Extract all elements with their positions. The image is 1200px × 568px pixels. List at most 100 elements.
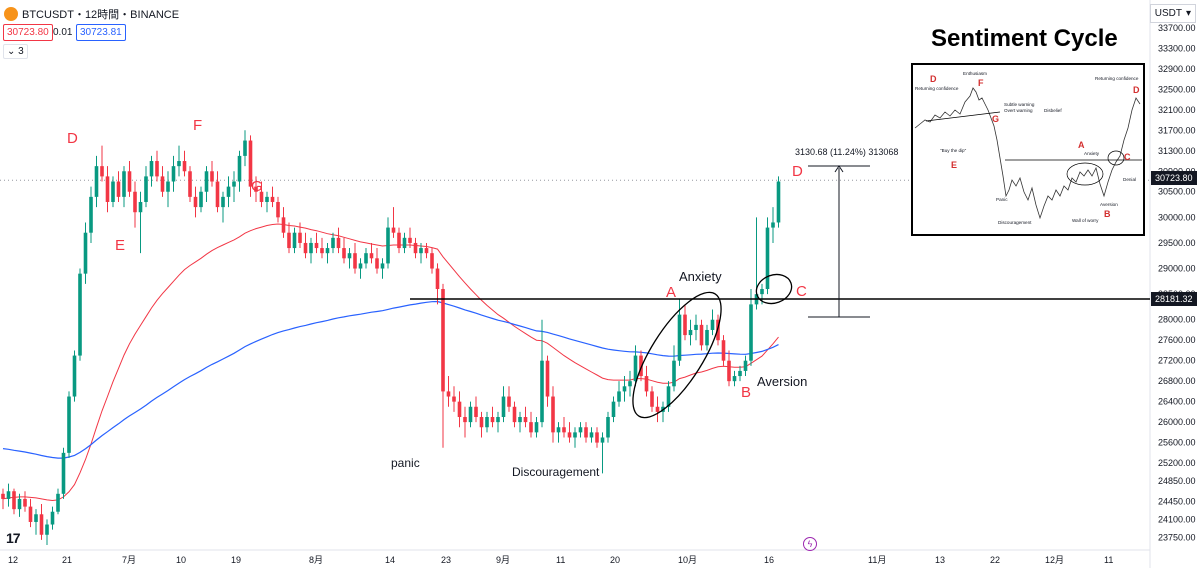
time-tick-label: 19 [231, 555, 241, 565]
candle-body [589, 432, 594, 438]
price-tick-label: 28000.00 [1158, 315, 1196, 325]
lightning-icon[interactable]: ϟ [803, 537, 817, 551]
candle-body [468, 406, 473, 423]
label-f: F [193, 117, 202, 134]
inset-panic: Panic [996, 197, 1008, 202]
candle-body [397, 232, 401, 249]
inset-buy: "Buy the dip" [940, 148, 967, 153]
currency-selector[interactable]: USDT ▾ [1149, 4, 1196, 23]
candle-body [474, 406, 478, 418]
candle-body [408, 237, 412, 243]
price-tick-label: 32100.00 [1158, 105, 1196, 115]
candle-body [232, 181, 236, 187]
candle-body [721, 340, 726, 361]
inset-aversion: Aversion [1100, 202, 1118, 207]
time-tick-label: 11 [556, 555, 565, 565]
inset-g: G [992, 114, 999, 124]
candle-body [160, 176, 165, 192]
candle-body [738, 370, 742, 377]
candle-body [287, 232, 291, 249]
candle-body [100, 166, 104, 177]
anxiety-ellipse [632, 291, 722, 419]
time-tick-label: 12月 [1045, 555, 1064, 565]
indicators-toggle[interactable]: ⌄ 3 [3, 44, 28, 59]
price-tick-label: 25200.00 [1158, 458, 1196, 468]
candle-body [188, 171, 192, 197]
inset-frame [911, 63, 1145, 236]
chevron-down-icon: ▾ [1185, 8, 1191, 19]
label-d1: D [67, 130, 78, 147]
candle-body [644, 376, 649, 392]
current-price-bg [1151, 171, 1197, 185]
candle-body [320, 248, 324, 254]
candle-body [743, 360, 748, 371]
price-tick-label: 32500.00 [1158, 84, 1196, 94]
candle-body [375, 258, 379, 269]
price-tick-label: 25600.00 [1158, 438, 1196, 448]
candle-body [435, 268, 440, 290]
candle-body [78, 273, 82, 356]
candle-body [364, 253, 368, 264]
time-axis-ticks: 12 21 7月 10 19 8月 14 23 9月 11 20 10月 16 11月 13 22 12月 11 [8, 555, 1113, 565]
c-ellipse [755, 273, 793, 305]
inset-title: Sentiment Cycle [931, 25, 1118, 52]
inset-d1: D [930, 74, 937, 84]
inset-trend-line [925, 111, 1001, 122]
candle-body [133, 191, 137, 213]
inset-b: B [1104, 209, 1111, 219]
candle-body [529, 422, 533, 433]
candle-body [749, 304, 753, 361]
candle-body [259, 191, 264, 202]
candle-body [760, 289, 764, 295]
price-tick-label: 24450.00 [1158, 496, 1196, 506]
candle-body [83, 232, 88, 274]
tradingview-logo-icon[interactable]: 17 [6, 530, 21, 546]
candle-body [309, 242, 313, 254]
inset-disbelief: Disbelief [1044, 108, 1062, 113]
price-tick-label: 27200.00 [1158, 356, 1196, 366]
candle-body [578, 427, 583, 433]
candle-body [402, 237, 407, 249]
candle-body [446, 391, 451, 397]
candle-body [457, 401, 462, 418]
candle-body [628, 381, 632, 387]
candle-body [17, 498, 22, 510]
measure-arrowhead [834, 165, 844, 173]
candle-body [342, 248, 346, 259]
candle-body [155, 161, 159, 177]
sell-price-button[interactable]: 30723.80 [3, 24, 53, 41]
candle-body [1, 493, 5, 499]
inset-discouragement: Discouragement [998, 220, 1032, 225]
candle-body [496, 417, 500, 423]
candle-body [617, 391, 621, 402]
candle-body [391, 227, 396, 233]
time-tick-label: 16 [764, 555, 774, 565]
candle-body [166, 181, 170, 192]
candle-body [265, 196, 269, 202]
inset-a: A [1078, 140, 1085, 150]
candle-body [314, 242, 319, 249]
symbol-header[interactable]: BTCUSDT・12時間・BINANCE [4, 6, 179, 22]
candle-body [430, 253, 434, 269]
candle-body [732, 376, 737, 382]
candle-body [688, 329, 693, 336]
label-d2: D [792, 163, 803, 180]
inset-overt: Overt warning [1004, 108, 1033, 113]
time-tick-label: 7月 [122, 555, 136, 565]
candle-body [303, 242, 308, 254]
current-price-text: 30723.80 [1155, 173, 1193, 183]
candle-body [567, 432, 572, 438]
ema-short-line [2, 223, 779, 502]
cycle-letters: D F G E A C D B [67, 117, 807, 401]
inset-anxiety: Anxiety [1084, 151, 1100, 156]
candle-body [540, 360, 544, 423]
time-tick-label: 8月 [309, 555, 323, 565]
label-panic: panic [391, 456, 420, 470]
sentiment-labels: Anxiety Aversion panic Discouragement [391, 269, 807, 479]
candle-body [556, 427, 561, 433]
buy-price-button[interactable]: 30723.81 [76, 24, 126, 41]
price-tick-label: 31300.00 [1158, 146, 1196, 156]
candle-body [633, 355, 638, 382]
time-tick-label: 11月 [868, 555, 886, 565]
